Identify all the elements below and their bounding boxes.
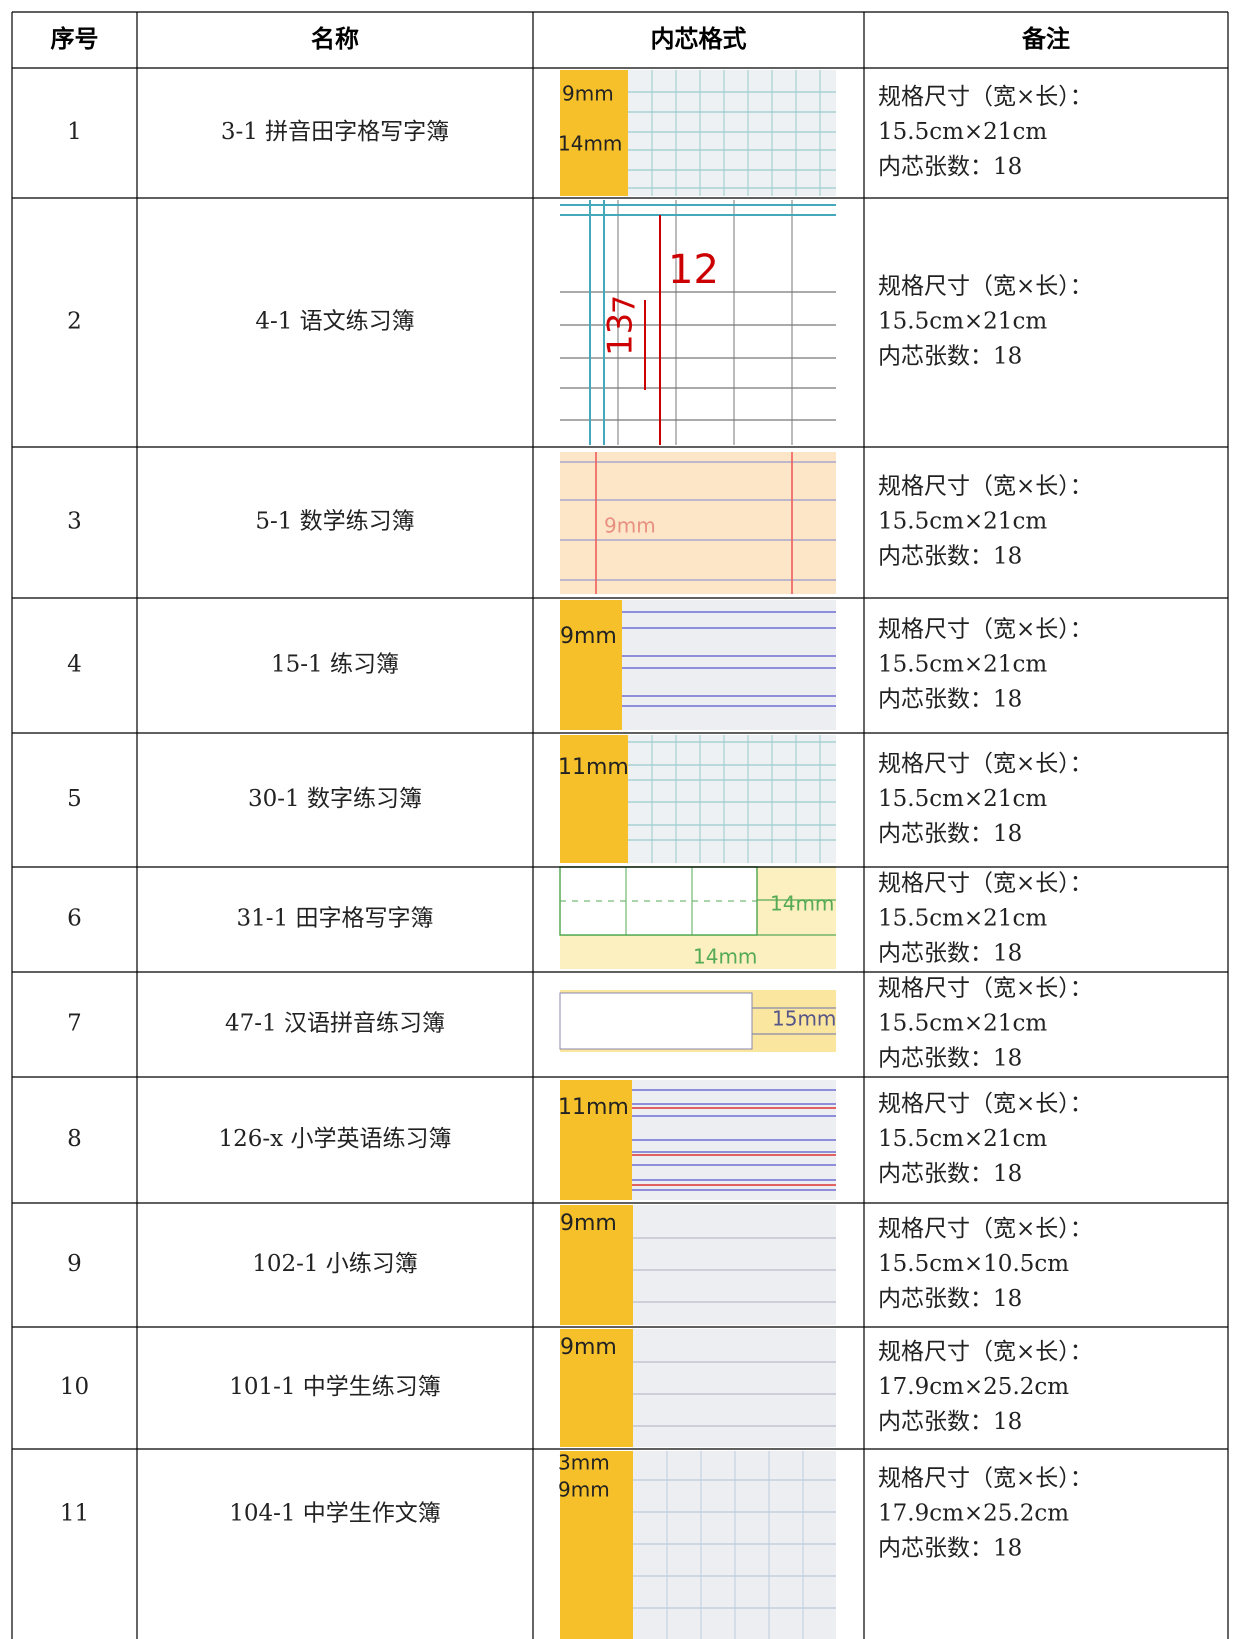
note-line: 规格尺寸（宽×长）：	[878, 871, 1093, 897]
image-label: 11mm	[558, 755, 629, 780]
image-label: 9mm	[560, 624, 617, 649]
image-label: 11mm	[558, 1095, 629, 1120]
image-label: 14mm	[558, 132, 622, 156]
image-label: 15mm	[772, 1007, 836, 1031]
image-label: 12	[668, 247, 719, 293]
image-label: 9mm	[604, 514, 656, 538]
item-name: 31-1 田字格写字簿	[237, 906, 434, 932]
note-line: 规格尺寸（宽×长）：	[878, 1216, 1093, 1242]
format-image: 9mm 14mm	[558, 70, 836, 196]
note-line: 规格尺寸（宽×长）：	[878, 274, 1093, 300]
note-line: 内芯张数：18	[878, 1536, 1022, 1562]
row-number: 1	[67, 119, 82, 145]
row-number: 6	[67, 906, 82, 932]
note-line: 内芯张数：18	[878, 1286, 1022, 1312]
cover-strip	[560, 70, 628, 196]
header-cell: 名称	[311, 25, 359, 53]
item-name: 104-1 中学生作文簿	[229, 1501, 441, 1527]
header-cell: 序号	[51, 25, 99, 53]
note-line: 内芯张数：18	[878, 941, 1022, 967]
note-line: 15.5cm×21cm	[878, 652, 1047, 678]
note-line: 15.5cm×21cm	[878, 906, 1047, 932]
row-number: 3	[67, 509, 82, 535]
note-line: 内芯张数：18	[878, 154, 1022, 180]
note-line: 15.5cm×10.5cm	[878, 1251, 1069, 1277]
row-number: 10	[60, 1374, 89, 1400]
note-line: 规格尺寸（宽×长）：	[878, 751, 1093, 777]
note-line: 规格尺寸（宽×长）：	[878, 1339, 1093, 1365]
cover-strip	[560, 1080, 632, 1200]
cover-strip	[560, 1205, 633, 1325]
format-image: 11mm	[558, 735, 836, 863]
note-line: 15.5cm×21cm	[878, 786, 1047, 812]
item-name: 4-1 语文练习簿	[255, 309, 414, 335]
note-line: 规格尺寸（宽×长）：	[878, 617, 1093, 643]
paper	[560, 200, 836, 445]
cover-strip	[560, 1451, 633, 1639]
cover-strip	[560, 1329, 633, 1447]
image-label: 3mm	[558, 1451, 610, 1475]
note-line: 规格尺寸（宽×长）：	[878, 84, 1093, 110]
item-name: 47-1 汉语拼音练习簿	[225, 1011, 445, 1037]
note-line: 规格尺寸（宽×长）：	[878, 976, 1093, 1002]
image-label: 9mm	[562, 82, 614, 106]
note-line: 规格尺寸（宽×长）：	[878, 1091, 1093, 1117]
image-label: 9mm	[560, 1211, 617, 1236]
image-label: 7	[608, 295, 643, 314]
item-name: 15-1 练习簿	[271, 652, 399, 678]
format-image: 15mm	[559, 990, 836, 1052]
item-name: 3-1 拼音田字格写字簿	[221, 119, 449, 145]
item-name: 126-x 小学英语练习簿	[219, 1126, 452, 1152]
item-name: 102-1 小练习簿	[252, 1251, 418, 1277]
row-number: 8	[67, 1126, 82, 1152]
note-line: 17.9cm×25.2cm	[878, 1374, 1069, 1400]
image-label: 14mm	[770, 892, 834, 916]
row-number: 5	[67, 786, 82, 812]
row-number: 7	[67, 1011, 82, 1037]
note-line: 规格尺寸（宽×长）：	[878, 1466, 1093, 1492]
image-label: 13	[601, 313, 641, 356]
cover-strip	[560, 600, 622, 730]
format-image: 9mm	[560, 600, 836, 730]
note-line: 内芯张数：18	[878, 687, 1022, 713]
note-line: 内芯张数：18	[878, 1409, 1022, 1435]
note-line: 内芯张数：18	[878, 1161, 1022, 1187]
note-line: 内芯张数：18	[878, 344, 1022, 370]
note-line: 15.5cm×21cm	[878, 309, 1047, 335]
format-image: 9mm	[560, 452, 836, 594]
note-line: 内芯张数：18	[878, 544, 1022, 570]
note-line: 15.5cm×21cm	[878, 1011, 1047, 1037]
image-label: 9mm	[560, 1335, 617, 1360]
note-line: 内芯张数：18	[878, 1046, 1022, 1072]
header-cell: 备注	[1021, 25, 1070, 53]
paper	[560, 452, 836, 594]
cover-strip	[560, 735, 628, 863]
note-line: 15.5cm×21cm	[878, 119, 1047, 145]
row-number: 2	[67, 309, 82, 335]
item-name: 101-1 中学生练习簿	[229, 1374, 441, 1400]
note-line: 内芯张数：18	[878, 821, 1022, 847]
header-cell: 内芯格式	[651, 25, 747, 53]
image-label: 14mm	[693, 945, 757, 969]
image-label: 9mm	[558, 1478, 610, 1502]
row-number: 4	[67, 652, 82, 678]
note-line: 规格尺寸（宽×长）：	[878, 474, 1093, 500]
format-image: 9mm	[560, 1205, 836, 1325]
note-line: 15.5cm×21cm	[878, 1126, 1047, 1152]
item-name: 5-1 数学练习簿	[255, 509, 414, 535]
format-image: 11mm	[558, 1080, 836, 1200]
note-line: 17.9cm×25.2cm	[878, 1501, 1069, 1527]
item-name: 30-1 数字练习簿	[248, 786, 422, 812]
format-image: 12 137	[560, 200, 836, 445]
format-image: 9mm	[560, 1329, 836, 1447]
note-line: 15.5cm×21cm	[878, 509, 1047, 535]
format-image: 14mm 14mm	[559, 866, 836, 969]
row-number: 9	[67, 1251, 82, 1277]
line-box	[559, 992, 753, 1050]
row-number: 11	[60, 1501, 89, 1527]
